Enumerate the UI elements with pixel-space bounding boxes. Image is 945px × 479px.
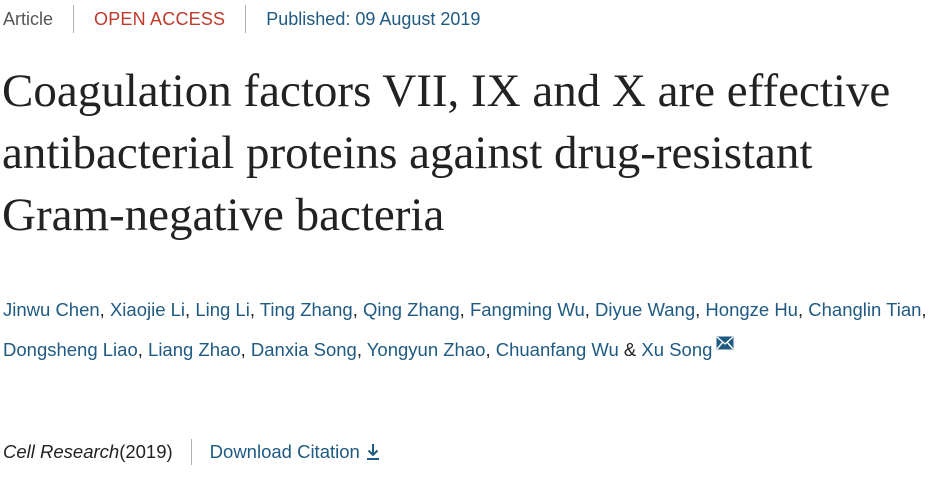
- article-type: Article: [3, 8, 54, 29]
- published-date: Published: 09 August 2019: [266, 8, 481, 29]
- author-list: Jinwu Chen, Xiaojie Li, Ling Li, Ting Zh…: [3, 299, 927, 360]
- article-title: Coagulation factors VII, IX and X are ef…: [2, 65, 891, 241]
- author-link[interactable]: Fangming Wu: [469, 299, 585, 320]
- author-link[interactable]: Qing Zhang: [362, 299, 460, 320]
- mail-icon[interactable]: [716, 336, 734, 350]
- author-link[interactable]: Jinwu Chen: [3, 299, 100, 320]
- open-access-badge: OPEN ACCESS: [94, 8, 226, 29]
- author-link[interactable]: Ling Li: [195, 299, 250, 320]
- divider: [245, 5, 247, 33]
- divider: [190, 439, 192, 465]
- article-meta: Article OPEN ACCESS Published: 09 August…: [3, 5, 480, 33]
- author-link[interactable]: Liang Zhao: [148, 339, 241, 360]
- download-icon: [366, 444, 379, 460]
- journal-name: Cell Research: [3, 441, 120, 462]
- publication-year: (2019): [119, 441, 173, 462]
- author-link[interactable]: Chuanfang Wu: [495, 339, 619, 360]
- author-link[interactable]: Changlin Tian: [808, 299, 922, 320]
- download-citation-label: Download Citation: [209, 441, 360, 462]
- author-link[interactable]: Hongze Hu: [705, 299, 798, 320]
- author-link[interactable]: Xu Song: [641, 339, 713, 360]
- download-citation-link[interactable]: Download Citation: [210, 441, 380, 463]
- author-link[interactable]: Danxia Song: [250, 339, 357, 360]
- author-link[interactable]: Ting Zhang: [259, 299, 353, 320]
- author-link[interactable]: Diyue Wang: [595, 299, 696, 320]
- citation-row: Cell Research (2019) Download Citation: [3, 438, 380, 466]
- divider: [73, 5, 75, 33]
- author-link[interactable]: Yongyun Zhao: [366, 339, 486, 360]
- author-link[interactable]: Dongsheng Liao: [3, 339, 138, 360]
- author-link[interactable]: Xiaojie Li: [109, 299, 186, 320]
